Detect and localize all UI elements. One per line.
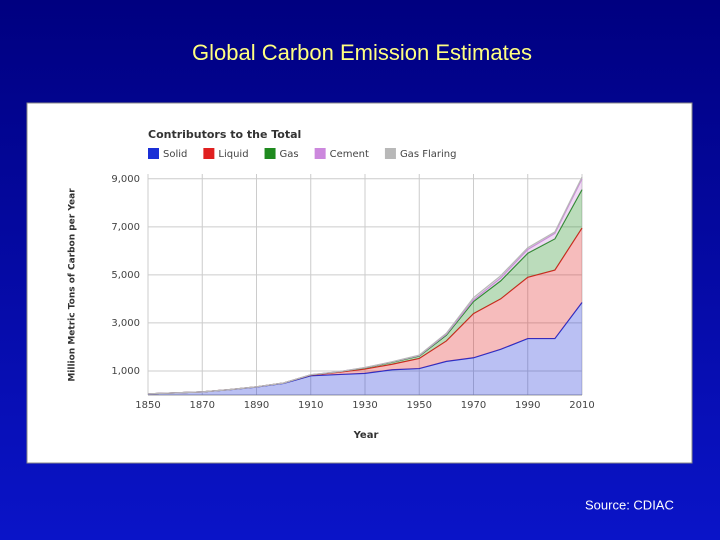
x-tick-label: 1850 bbox=[135, 400, 160, 411]
legend-label: Gas Flaring bbox=[400, 149, 457, 160]
slide-title: Global Carbon Emission Estimates bbox=[192, 40, 532, 65]
area-fill bbox=[148, 228, 582, 394]
area-fill bbox=[148, 189, 582, 394]
legend-label: Gas bbox=[280, 149, 299, 160]
legend-label: Liquid bbox=[218, 149, 248, 160]
legend-swatch bbox=[264, 148, 276, 159]
legend-swatch bbox=[314, 148, 326, 159]
legend-swatch bbox=[148, 148, 159, 159]
chart-panel bbox=[26, 102, 693, 464]
x-tick-label: 1870 bbox=[190, 400, 215, 411]
y-tick-label: 1,000 bbox=[111, 366, 140, 377]
x-tick-label: 1890 bbox=[244, 400, 269, 411]
legend-swatch bbox=[203, 148, 215, 159]
legend-label: Cement bbox=[330, 149, 369, 160]
y-tick-label: 3,000 bbox=[111, 318, 140, 329]
y-axis-label: Million Metric Tons of Carbon per Year bbox=[68, 188, 78, 382]
area-fill bbox=[148, 302, 582, 395]
x-tick-label: 1970 bbox=[461, 400, 486, 411]
x-axis-label: Year bbox=[353, 430, 379, 441]
source-note: Source: CDIAC bbox=[585, 497, 674, 512]
legend-label: Solid bbox=[163, 149, 187, 160]
x-tick-label: 1990 bbox=[515, 400, 540, 411]
chart-title: Contributors to the Total bbox=[148, 128, 301, 141]
y-tick-label: 7,000 bbox=[111, 222, 140, 233]
x-tick-label: 1930 bbox=[352, 400, 377, 411]
x-tick-label: 2010 bbox=[569, 400, 594, 411]
x-tick-label: 1950 bbox=[407, 400, 432, 411]
area-line bbox=[147, 176, 583, 395]
y-tick-label: 5,000 bbox=[111, 270, 140, 281]
y-tick-label: 9,000 bbox=[111, 174, 140, 185]
legend-swatch bbox=[384, 148, 396, 159]
x-tick-label: 1910 bbox=[298, 400, 323, 411]
